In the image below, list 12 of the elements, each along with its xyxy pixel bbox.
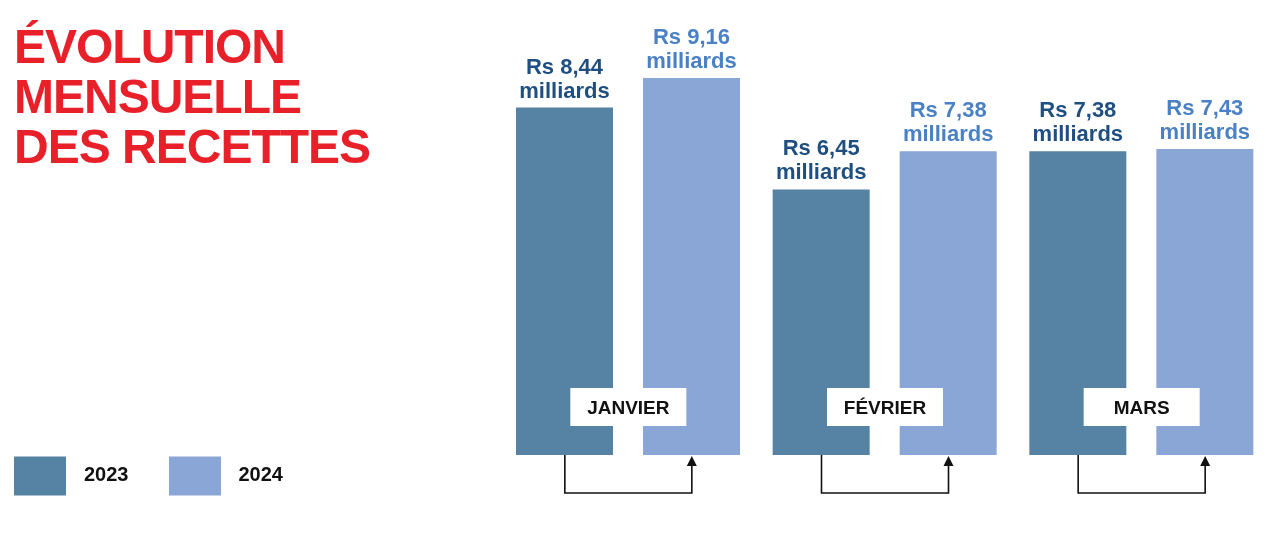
chart-title: ÉVOLUTION MENSUELLE DES RECETTES [14, 20, 372, 173]
data-label: Rs 6,45 milliards [775, 135, 867, 185]
x-tick-label: JANVIER [587, 397, 670, 418]
data-label: Rs 7,38 milliards [902, 97, 994, 147]
x-tick-label: MARS [1113, 397, 1170, 418]
x-tick-label: FÉVRIER [843, 397, 927, 418]
data-label: Rs 7,38 milliards [1032, 97, 1124, 147]
data-label: Rs 8,44 milliards [519, 53, 610, 103]
data-label: Rs 7,43 milliards [1159, 95, 1251, 145]
legend-label: 2023 [84, 463, 129, 486]
legend-label: 2024 [238, 463, 283, 486]
data-label: Rs 9,16 milliards [646, 23, 737, 73]
